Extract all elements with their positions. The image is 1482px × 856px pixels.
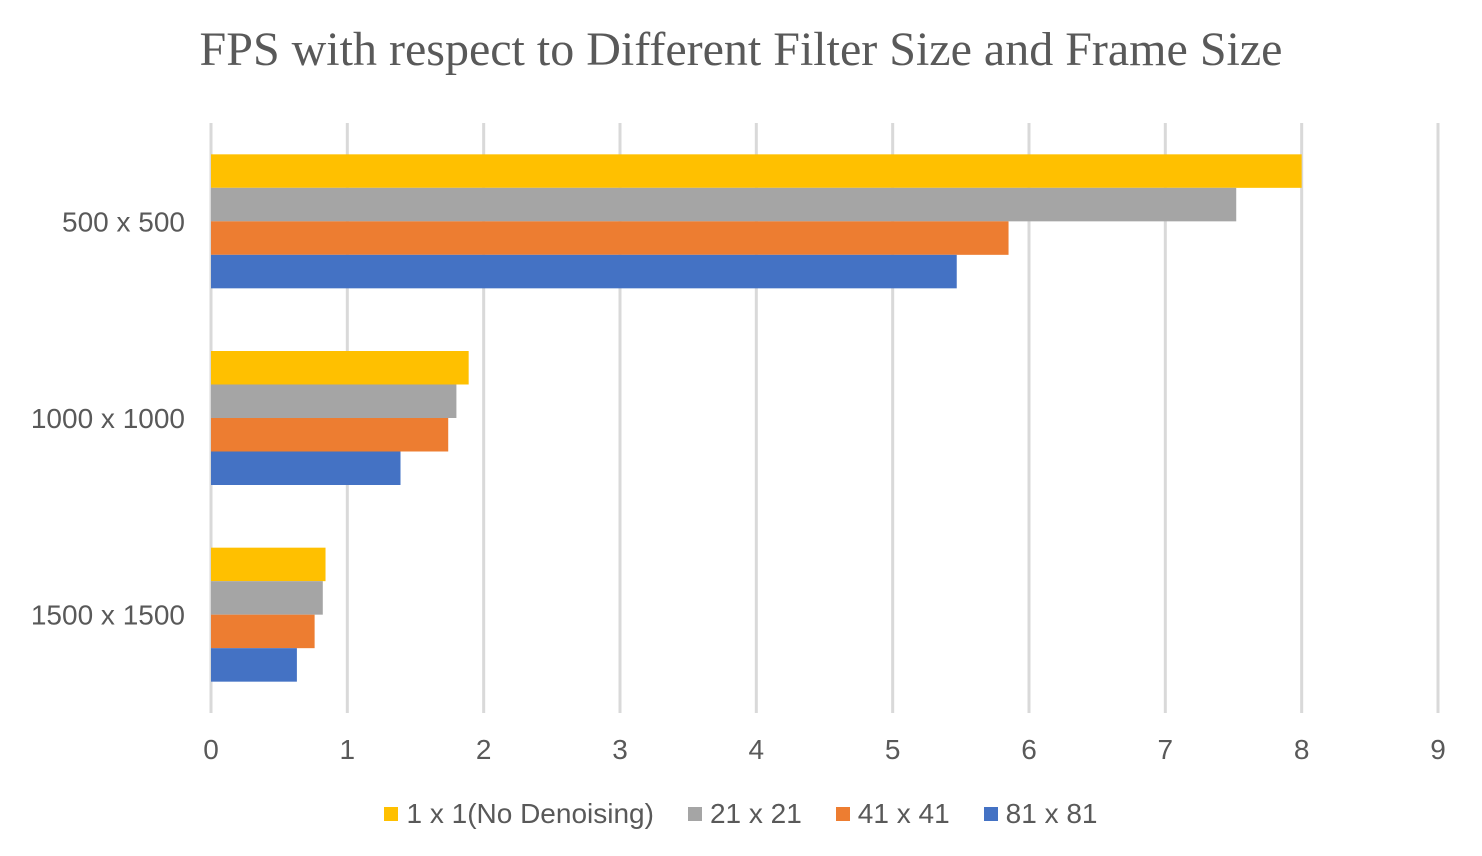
legend-item: 81 x 81 xyxy=(983,798,1098,830)
x-axis-ticks: 0 1 2 3 4 5 6 7 8 9 xyxy=(203,734,1446,765)
bar xyxy=(211,384,457,418)
x-tick-label: 9 xyxy=(1430,734,1446,765)
x-tick-label: 5 xyxy=(885,734,901,765)
bar xyxy=(211,154,1302,188)
legend-item: 1 x 1(No Denoising) xyxy=(384,798,654,830)
legend-swatch xyxy=(384,807,399,821)
legend-label: 1 x 1(No Denoising) xyxy=(406,798,654,829)
bar xyxy=(211,351,469,385)
legend-swatch xyxy=(687,807,702,821)
x-tick-label: 4 xyxy=(749,734,765,765)
bar xyxy=(211,187,1237,222)
bar xyxy=(211,581,323,615)
category-label: 1000 x 1000 xyxy=(31,403,185,434)
bar xyxy=(211,418,449,452)
legend-swatch xyxy=(983,807,998,821)
legend-item: 41 x 41 xyxy=(835,798,950,830)
legend-swatch xyxy=(835,807,850,821)
x-tick-label: 3 xyxy=(612,734,628,765)
legend-label: 81 x 81 xyxy=(1005,798,1098,829)
bar xyxy=(211,254,957,289)
x-tick-label: 0 xyxy=(203,734,219,765)
bar xyxy=(211,451,401,485)
legend: 1 x 1(No Denoising) 21 x 21 41 x 41 81 x 81 xyxy=(0,798,1482,830)
x-tick-label: 7 xyxy=(1158,734,1174,765)
category-label: 1500 x 1500 xyxy=(31,600,185,631)
bar xyxy=(211,648,297,682)
x-tick-label: 8 xyxy=(1294,734,1310,765)
category-label: 500 x 500 xyxy=(62,206,185,237)
bar xyxy=(211,547,326,582)
legend-label: 41 x 41 xyxy=(857,798,950,829)
legend-item: 21 x 21 xyxy=(687,798,802,830)
chart-title: FPS with respect to Different Filter Siz… xyxy=(199,23,1283,76)
y-axis-categories: 500 x 500 1000 x 1000 1500 x 1500 xyxy=(31,206,185,630)
bars xyxy=(211,154,1302,682)
x-tick-label: 1 xyxy=(340,734,356,765)
bar xyxy=(211,221,1009,255)
x-tick-label: 2 xyxy=(476,734,492,765)
bar xyxy=(211,614,315,649)
legend-label: 21 x 21 xyxy=(709,798,802,829)
x-tick-label: 6 xyxy=(1021,734,1037,765)
